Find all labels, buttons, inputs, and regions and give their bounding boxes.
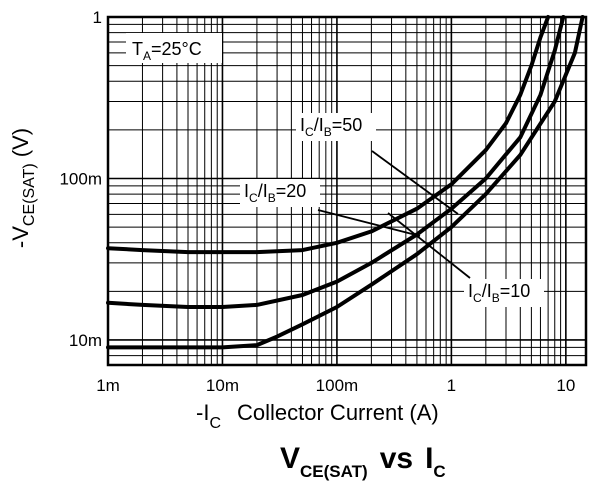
y-axis-label: -VCE(SAT) (V): [8, 128, 38, 248]
series-lines: [106, 15, 585, 350]
y-tick-label: 100m: [59, 169, 102, 188]
series-label-part: I: [244, 181, 249, 201]
condition-text: =25°C: [151, 39, 202, 59]
series-label-bg-0: [296, 113, 376, 141]
series-label-part: /I: [314, 115, 324, 135]
title-main: V: [280, 442, 300, 475]
y-axis-prefix: -V: [8, 226, 33, 248]
series-label-0: IC/IB=50: [300, 115, 362, 139]
title-var: I: [425, 442, 433, 475]
x-tick-label: 10m: [206, 376, 239, 395]
x-axis-sub: C: [209, 415, 221, 432]
series-label-part: B: [268, 191, 276, 205]
series-label-part: C: [249, 191, 258, 205]
series-line-2: [106, 15, 585, 350]
series-label-part: /I: [258, 181, 268, 201]
x-tick-label: 1m: [96, 376, 120, 395]
x-tick-label: 10: [556, 376, 575, 395]
series-label-part: B: [492, 291, 500, 305]
condition-box: [126, 33, 222, 63]
series-label-bg-2: [464, 279, 544, 307]
series-label-part: C: [473, 291, 482, 305]
title-var-sub: C: [433, 462, 445, 481]
series-line-0: [106, 15, 551, 255]
title-vs: vs: [380, 442, 413, 475]
series-label-1: IC/IB=20: [244, 181, 306, 205]
condition-label: TA=25°C: [132, 39, 202, 63]
x-tick-label: 100m: [316, 376, 359, 395]
plot-frame: [106, 15, 588, 367]
series-label-part: I: [300, 115, 305, 135]
y-tick-label: 10m: [69, 331, 102, 350]
series-label-part: I: [468, 281, 473, 301]
series-label-part: C: [305, 125, 314, 139]
condition-prefix: T: [132, 39, 143, 59]
leader-lines: [317, 150, 471, 279]
series-label-part: /I: [482, 281, 492, 301]
leader-line-0: [371, 150, 459, 215]
x-axis-text: Collector Current (A): [237, 400, 439, 425]
chart-title: VCE(SAT) vs IC: [280, 442, 446, 481]
x-tick-label: 1: [447, 376, 456, 395]
y-tick-label: 1: [93, 8, 102, 27]
grid: [107, 16, 586, 366]
series-label-part: B: [324, 125, 332, 139]
series-line-1: [106, 15, 566, 309]
tick-labels: 1m 10m 100m 1 10 10m 100m 1: [59, 8, 575, 395]
series-label-part: =50: [332, 115, 363, 135]
series-label-part: =20: [276, 181, 307, 201]
condition-sub: A: [143, 49, 151, 63]
leader-line-1: [317, 209, 421, 237]
y-axis-unit: (V): [8, 128, 33, 157]
x-axis-label: -IC Collector Current (A): [196, 400, 439, 432]
title-main-sub: CE(SAT): [300, 462, 368, 481]
x-axis-prefix: -I: [196, 400, 209, 425]
series-label-bg-1: [240, 179, 320, 207]
series-label-part: =10: [500, 281, 531, 301]
series-label-2: IC/IB=10: [468, 281, 530, 305]
y-axis-sub: CE(SAT): [21, 163, 38, 226]
leader-line-2: [387, 212, 471, 279]
